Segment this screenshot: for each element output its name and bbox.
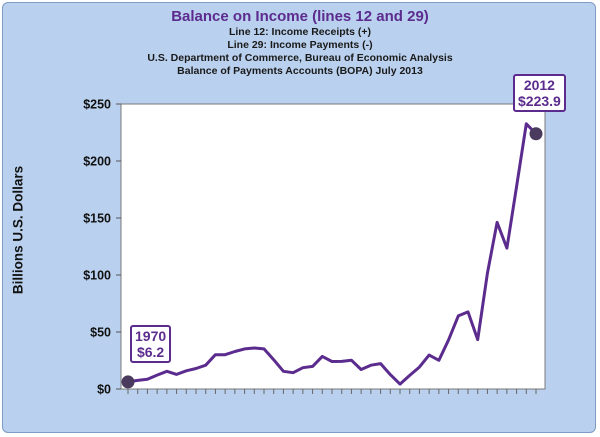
plot-area [120, 103, 546, 390]
annotation-2012-year: 2012 [523, 76, 555, 93]
subtitle-line-3: U.S. Department of Commerce, Bureau of E… [147, 52, 453, 64]
y-tick-label: $250 [83, 98, 111, 112]
annotation-2012: 2012 $223.9 [513, 73, 566, 112]
y-tick-label: $100 [83, 269, 111, 283]
y-tick-label: $150 [83, 212, 111, 226]
series-line [127, 122, 538, 386]
chart-header: Balance on Income (lines 12 and 29) Line… [0, 8, 600, 78]
y-tick-label: $50 [90, 326, 111, 340]
annotation-1970-value: $6.2 [136, 343, 165, 360]
y-tick-label: $0 [97, 383, 111, 397]
y-tick-label: $200 [83, 155, 111, 169]
subtitle-line-2: Line 29: Income Payments (-) [227, 39, 373, 51]
subtitle-line-4: Balance of Payments Accounts (BOPA) July… [177, 65, 423, 77]
annotation-1970: 1970 $6.2 [130, 324, 172, 363]
chart-title: Balance on Income (lines 12 and 29) [171, 8, 429, 25]
marker-2012 [529, 127, 543, 141]
marker-1970 [121, 375, 135, 389]
subtitle-line-1: Line 12: Income Receipts (+) [228, 26, 372, 38]
annotation-2012-value: $223.9 [518, 92, 561, 109]
y-axis: $0 $50 $100 $150 $200 $250 [83, 98, 121, 397]
endpoint-markers [121, 127, 543, 389]
x-axis [127, 389, 537, 394]
annotation-1970-year: 1970 [135, 327, 167, 344]
